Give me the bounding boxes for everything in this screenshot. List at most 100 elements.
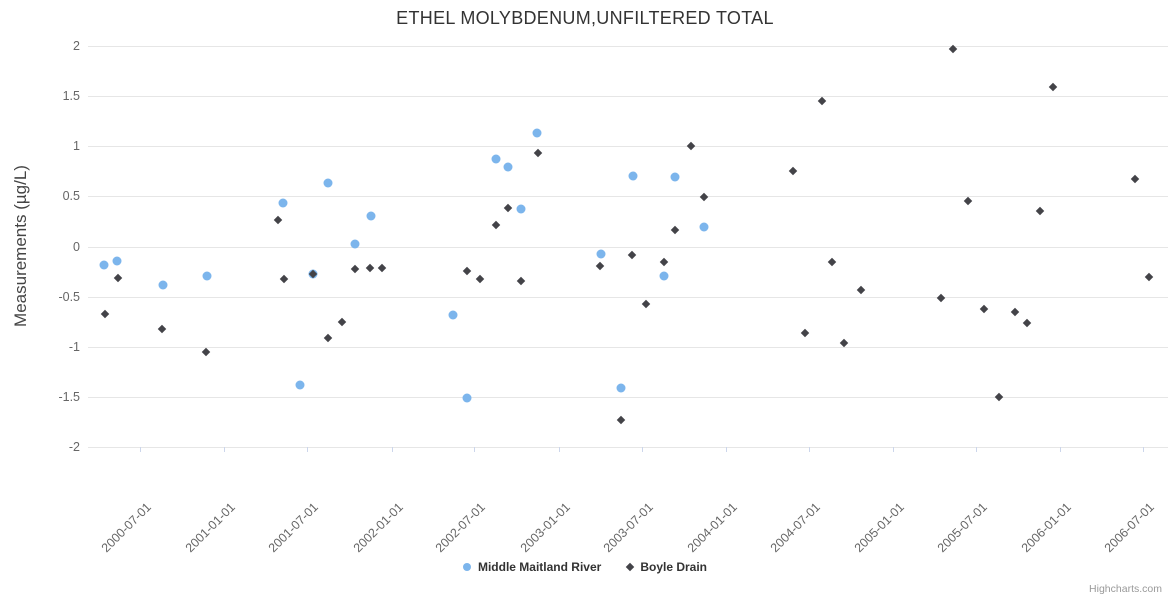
data-point-boyle-drain[interactable] [1022, 318, 1032, 327]
data-point-boyle-drain[interactable] [699, 193, 709, 202]
data-point-boyle-drain[interactable] [365, 263, 375, 272]
data-point-boyle-drain[interactable] [670, 226, 680, 235]
data-point-boyle-drain[interactable] [596, 261, 605, 270]
y-axis-label: -0.5 [58, 289, 80, 304]
data-point-boyle-drain[interactable] [979, 304, 989, 313]
x-axis-tick [558, 447, 560, 452]
data-point-middle-maitland-river[interactable] [366, 211, 376, 221]
gridline [88, 96, 1168, 98]
data-point-middle-maitland-river[interactable] [659, 271, 669, 281]
data-point-boyle-drain[interactable] [324, 333, 333, 342]
data-point-boyle-drain[interactable] [279, 274, 289, 283]
data-point-middle-maitland-river[interactable] [323, 178, 333, 188]
data-point-boyle-drain[interactable] [827, 257, 837, 266]
data-point-boyle-drain[interactable] [627, 250, 637, 259]
data-point-boyle-drain[interactable] [201, 347, 211, 356]
x-axis-label: 2003-01-01 [517, 500, 573, 556]
highcharts-credits-link[interactable]: Highcharts.com [1089, 583, 1162, 595]
x-axis-label: 2006-07-01 [1102, 500, 1158, 556]
data-point-boyle-drain[interactable] [378, 263, 387, 272]
legend-item-boyle-drain[interactable]: Boyle Drain [626, 560, 707, 574]
data-point-boyle-drain[interactable] [491, 221, 501, 230]
data-point-middle-maitland-river[interactable] [202, 271, 212, 281]
x-axis-tick [641, 447, 643, 452]
x-axis-tick [976, 447, 978, 452]
data-point-boyle-drain[interactable] [616, 415, 626, 425]
data-point-boyle-drain[interactable] [994, 392, 1004, 402]
data-point-boyle-drain[interactable] [936, 293, 946, 302]
x-axis-tick [1060, 447, 1062, 452]
data-point-boyle-drain[interactable] [857, 285, 866, 294]
gridline [88, 146, 1168, 148]
data-point-boyle-drain[interactable] [337, 317, 347, 326]
x-axis-tick [307, 447, 309, 452]
x-axis-label: 2004-07-01 [767, 500, 823, 556]
gridline [88, 246, 1168, 248]
data-point-middle-maitland-river[interactable] [670, 172, 680, 182]
data-point-boyle-drain[interactable] [818, 96, 827, 106]
data-point-boyle-drain[interactable] [516, 276, 526, 285]
data-point-boyle-drain[interactable] [963, 197, 973, 206]
data-point-boyle-drain[interactable] [1010, 307, 1020, 316]
data-point-boyle-drain[interactable] [800, 328, 810, 337]
data-point-boyle-drain[interactable] [101, 309, 110, 318]
data-point-boyle-drain[interactable] [659, 257, 669, 266]
data-point-middle-maitland-river[interactable] [278, 198, 288, 208]
gridline [88, 447, 1168, 448]
data-point-boyle-drain[interactable] [788, 167, 798, 176]
data-point-boyle-drain[interactable] [351, 264, 360, 273]
data-point-boyle-drain[interactable] [1036, 207, 1045, 216]
data-point-boyle-drain[interactable] [1048, 82, 1058, 92]
x-axis-label: 2000-07-01 [98, 500, 155, 556]
data-point-middle-maitland-river[interactable] [532, 128, 542, 138]
x-axis-label: 2002-01-01 [350, 500, 406, 556]
data-point-middle-maitland-river[interactable] [295, 380, 305, 390]
plot-area: 2 1.5 1 0.5 0 -0.5 -1 -1.5 -2 2000-07-01 2001-01-0… [58, 39, 1168, 555]
diamond-marker-icon [626, 562, 635, 572]
data-point-middle-maitland-river[interactable] [503, 162, 513, 172]
y-axis-title: Measurements (µg/L) [11, 165, 30, 327]
data-point-middle-maitland-river[interactable] [596, 249, 606, 259]
data-point-middle-maitland-river[interactable] [448, 310, 458, 320]
data-point-middle-maitland-river[interactable] [112, 256, 122, 266]
gridline [88, 196, 1168, 198]
data-point-middle-maitland-river[interactable] [491, 154, 501, 164]
x-axis-label: 2006-01-01 [1019, 500, 1075, 556]
y-axis-label: 2 [73, 39, 80, 53]
x-axis-label: 2003-07-01 [600, 500, 656, 556]
data-point-boyle-drain[interactable] [273, 216, 283, 225]
y-axis-label: -2 [68, 440, 80, 454]
x-axis-tick [474, 447, 476, 452]
data-point-middle-maitland-river[interactable] [616, 383, 626, 393]
data-point-boyle-drain[interactable] [1131, 175, 1140, 184]
circle-marker-icon [462, 563, 471, 571]
data-point-middle-maitland-river[interactable] [99, 260, 109, 270]
data-point-middle-maitland-river[interactable] [516, 204, 526, 214]
x-axis-tick [140, 447, 142, 452]
data-point-boyle-drain[interactable] [686, 142, 696, 151]
data-point-middle-maitland-river[interactable] [699, 222, 709, 232]
data-point-boyle-drain[interactable] [113, 273, 123, 282]
legend-item-middle-maitland-river[interactable]: Middle Maitland River [462, 560, 601, 574]
data-point-boyle-drain[interactable] [1144, 272, 1154, 281]
data-point-middle-maitland-river[interactable] [462, 393, 472, 403]
data-point-boyle-drain[interactable] [840, 338, 849, 347]
gridline [88, 46, 1168, 47]
data-point-boyle-drain[interactable] [504, 204, 513, 213]
data-point-boyle-drain[interactable] [533, 149, 543, 158]
data-point-boyle-drain[interactable] [462, 266, 472, 275]
data-point-boyle-drain[interactable] [476, 274, 485, 283]
data-point-middle-maitland-river[interactable] [350, 239, 360, 249]
gridline [88, 296, 1168, 298]
data-point-middle-maitland-river[interactable] [158, 280, 168, 290]
gridline [88, 346, 1168, 348]
data-point-boyle-drain[interactable] [641, 299, 651, 308]
data-point-boyle-drain[interactable] [157, 324, 167, 333]
y-axis-label: 0.5 [62, 189, 80, 204]
x-axis-tick [725, 447, 727, 452]
x-axis-label: 2001-07-01 [266, 500, 322, 556]
data-point-middle-maitland-river[interactable] [628, 171, 638, 181]
x-axis-tick [809, 447, 811, 452]
gridline [88, 396, 1168, 398]
